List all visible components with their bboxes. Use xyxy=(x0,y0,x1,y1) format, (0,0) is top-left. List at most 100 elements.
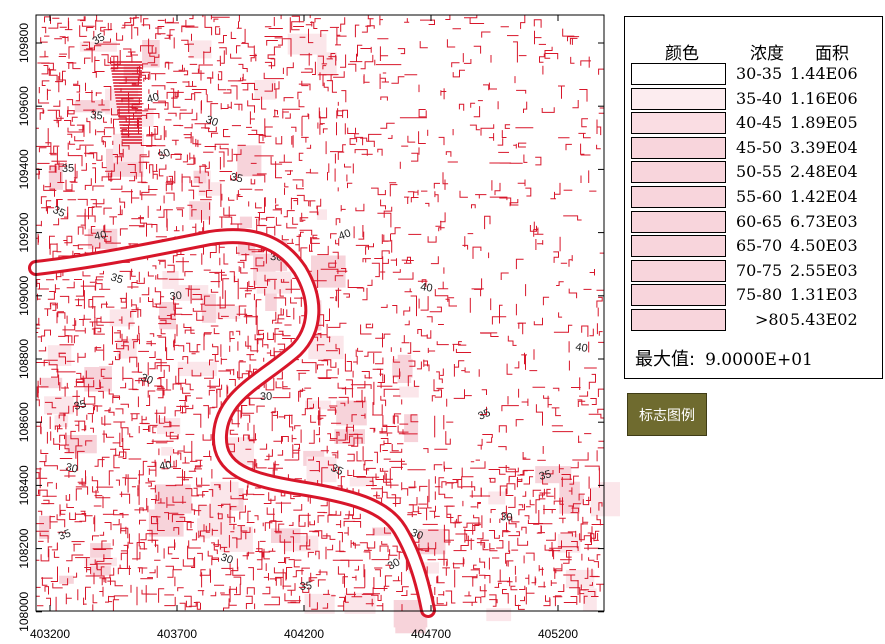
contour-line xyxy=(174,405,181,417)
contour-line xyxy=(184,329,195,334)
contour-line xyxy=(359,541,376,549)
contour-line xyxy=(462,244,469,250)
contour-line xyxy=(521,398,529,406)
contour-line xyxy=(179,602,186,611)
contour-line xyxy=(475,194,487,199)
contour-line xyxy=(453,562,460,569)
contour-line xyxy=(525,574,530,585)
contour-line xyxy=(113,351,121,360)
contour-line xyxy=(473,106,481,118)
contour-line xyxy=(148,297,154,302)
contour-line xyxy=(146,113,160,119)
fill-patch xyxy=(210,481,239,506)
contour-line xyxy=(93,327,102,335)
contour-line xyxy=(157,518,165,531)
contour-line xyxy=(184,93,196,101)
contour-line xyxy=(418,131,426,144)
contour-line xyxy=(264,596,280,606)
contour-line xyxy=(183,323,191,328)
contour-line xyxy=(479,574,486,579)
show-legend-button[interactable]: 标志图例 xyxy=(627,393,707,436)
contour-line xyxy=(385,473,399,486)
contour-line xyxy=(81,370,94,379)
contour-line xyxy=(155,303,167,308)
contour-line xyxy=(343,293,350,298)
contour-line xyxy=(59,412,65,422)
contour-line xyxy=(480,539,489,546)
contour-line xyxy=(419,507,428,521)
legend-area: 1.31E03 xyxy=(790,285,858,305)
contour-line xyxy=(452,69,465,78)
contour-line xyxy=(191,344,201,353)
contour-line xyxy=(498,425,507,433)
contour-line xyxy=(271,411,277,432)
contour-line xyxy=(523,154,528,163)
contour-line xyxy=(84,567,92,574)
contour-line xyxy=(78,476,87,485)
contour-line xyxy=(319,107,328,119)
contour-line xyxy=(189,152,196,165)
contour-line xyxy=(336,110,344,119)
contour-line xyxy=(277,308,285,320)
contour-line xyxy=(237,371,249,379)
contour-line xyxy=(89,563,102,571)
contour-line xyxy=(248,434,257,442)
contour-line xyxy=(520,15,526,29)
contour-line xyxy=(87,406,94,415)
contour-line xyxy=(195,459,203,468)
contour-line xyxy=(258,244,266,252)
contour-line xyxy=(183,445,192,453)
contour-line xyxy=(546,488,554,497)
contour-line xyxy=(517,469,534,476)
contour-line xyxy=(120,292,127,309)
contour-line xyxy=(505,465,519,473)
contour-line xyxy=(488,82,497,90)
legend-swatch xyxy=(631,63,726,85)
contour-line xyxy=(39,532,49,543)
contour-line xyxy=(53,115,62,128)
contour-line xyxy=(223,129,231,138)
contour-line xyxy=(211,528,219,536)
contour-line xyxy=(133,334,138,349)
contour-line xyxy=(208,489,214,497)
contour-line xyxy=(147,539,156,548)
fill-patch xyxy=(486,608,512,622)
contour-line xyxy=(85,586,91,600)
contour-line xyxy=(192,308,207,312)
contour-line xyxy=(520,596,525,602)
contour-line xyxy=(110,448,117,457)
contour-label: 35 xyxy=(329,462,345,478)
contour-line xyxy=(307,551,314,558)
contour-line xyxy=(317,245,329,256)
contour-line xyxy=(410,414,419,423)
contour-line xyxy=(99,586,104,597)
contour-label: 35 xyxy=(229,171,243,185)
contour-line xyxy=(202,164,209,177)
contour-line xyxy=(237,261,245,269)
contour-line xyxy=(589,582,593,586)
contour-line xyxy=(129,433,134,438)
contour-line xyxy=(385,564,391,569)
contour-line xyxy=(434,289,449,302)
contour-line xyxy=(580,143,585,155)
contour-line xyxy=(548,549,555,560)
contour-line xyxy=(584,536,592,551)
contour-line xyxy=(384,527,392,534)
contour-line xyxy=(343,507,354,520)
contour-line xyxy=(266,507,275,515)
contour-line xyxy=(98,99,105,106)
contour-line xyxy=(75,280,84,297)
contour-line xyxy=(139,567,148,573)
contour-pattern-layer: 3535403035303540353040353035403530303530… xyxy=(35,14,620,634)
contour-line xyxy=(383,234,391,242)
contour-line xyxy=(209,244,217,259)
contour-line xyxy=(83,45,102,51)
contour-line xyxy=(157,498,166,504)
contour-line xyxy=(320,501,328,507)
contour-line xyxy=(497,138,504,146)
contour-line xyxy=(78,352,86,358)
contour-line xyxy=(533,317,543,326)
contour-line xyxy=(544,46,553,59)
contour-line xyxy=(482,434,493,438)
legend-row: >80 5.43E02 xyxy=(625,309,880,333)
